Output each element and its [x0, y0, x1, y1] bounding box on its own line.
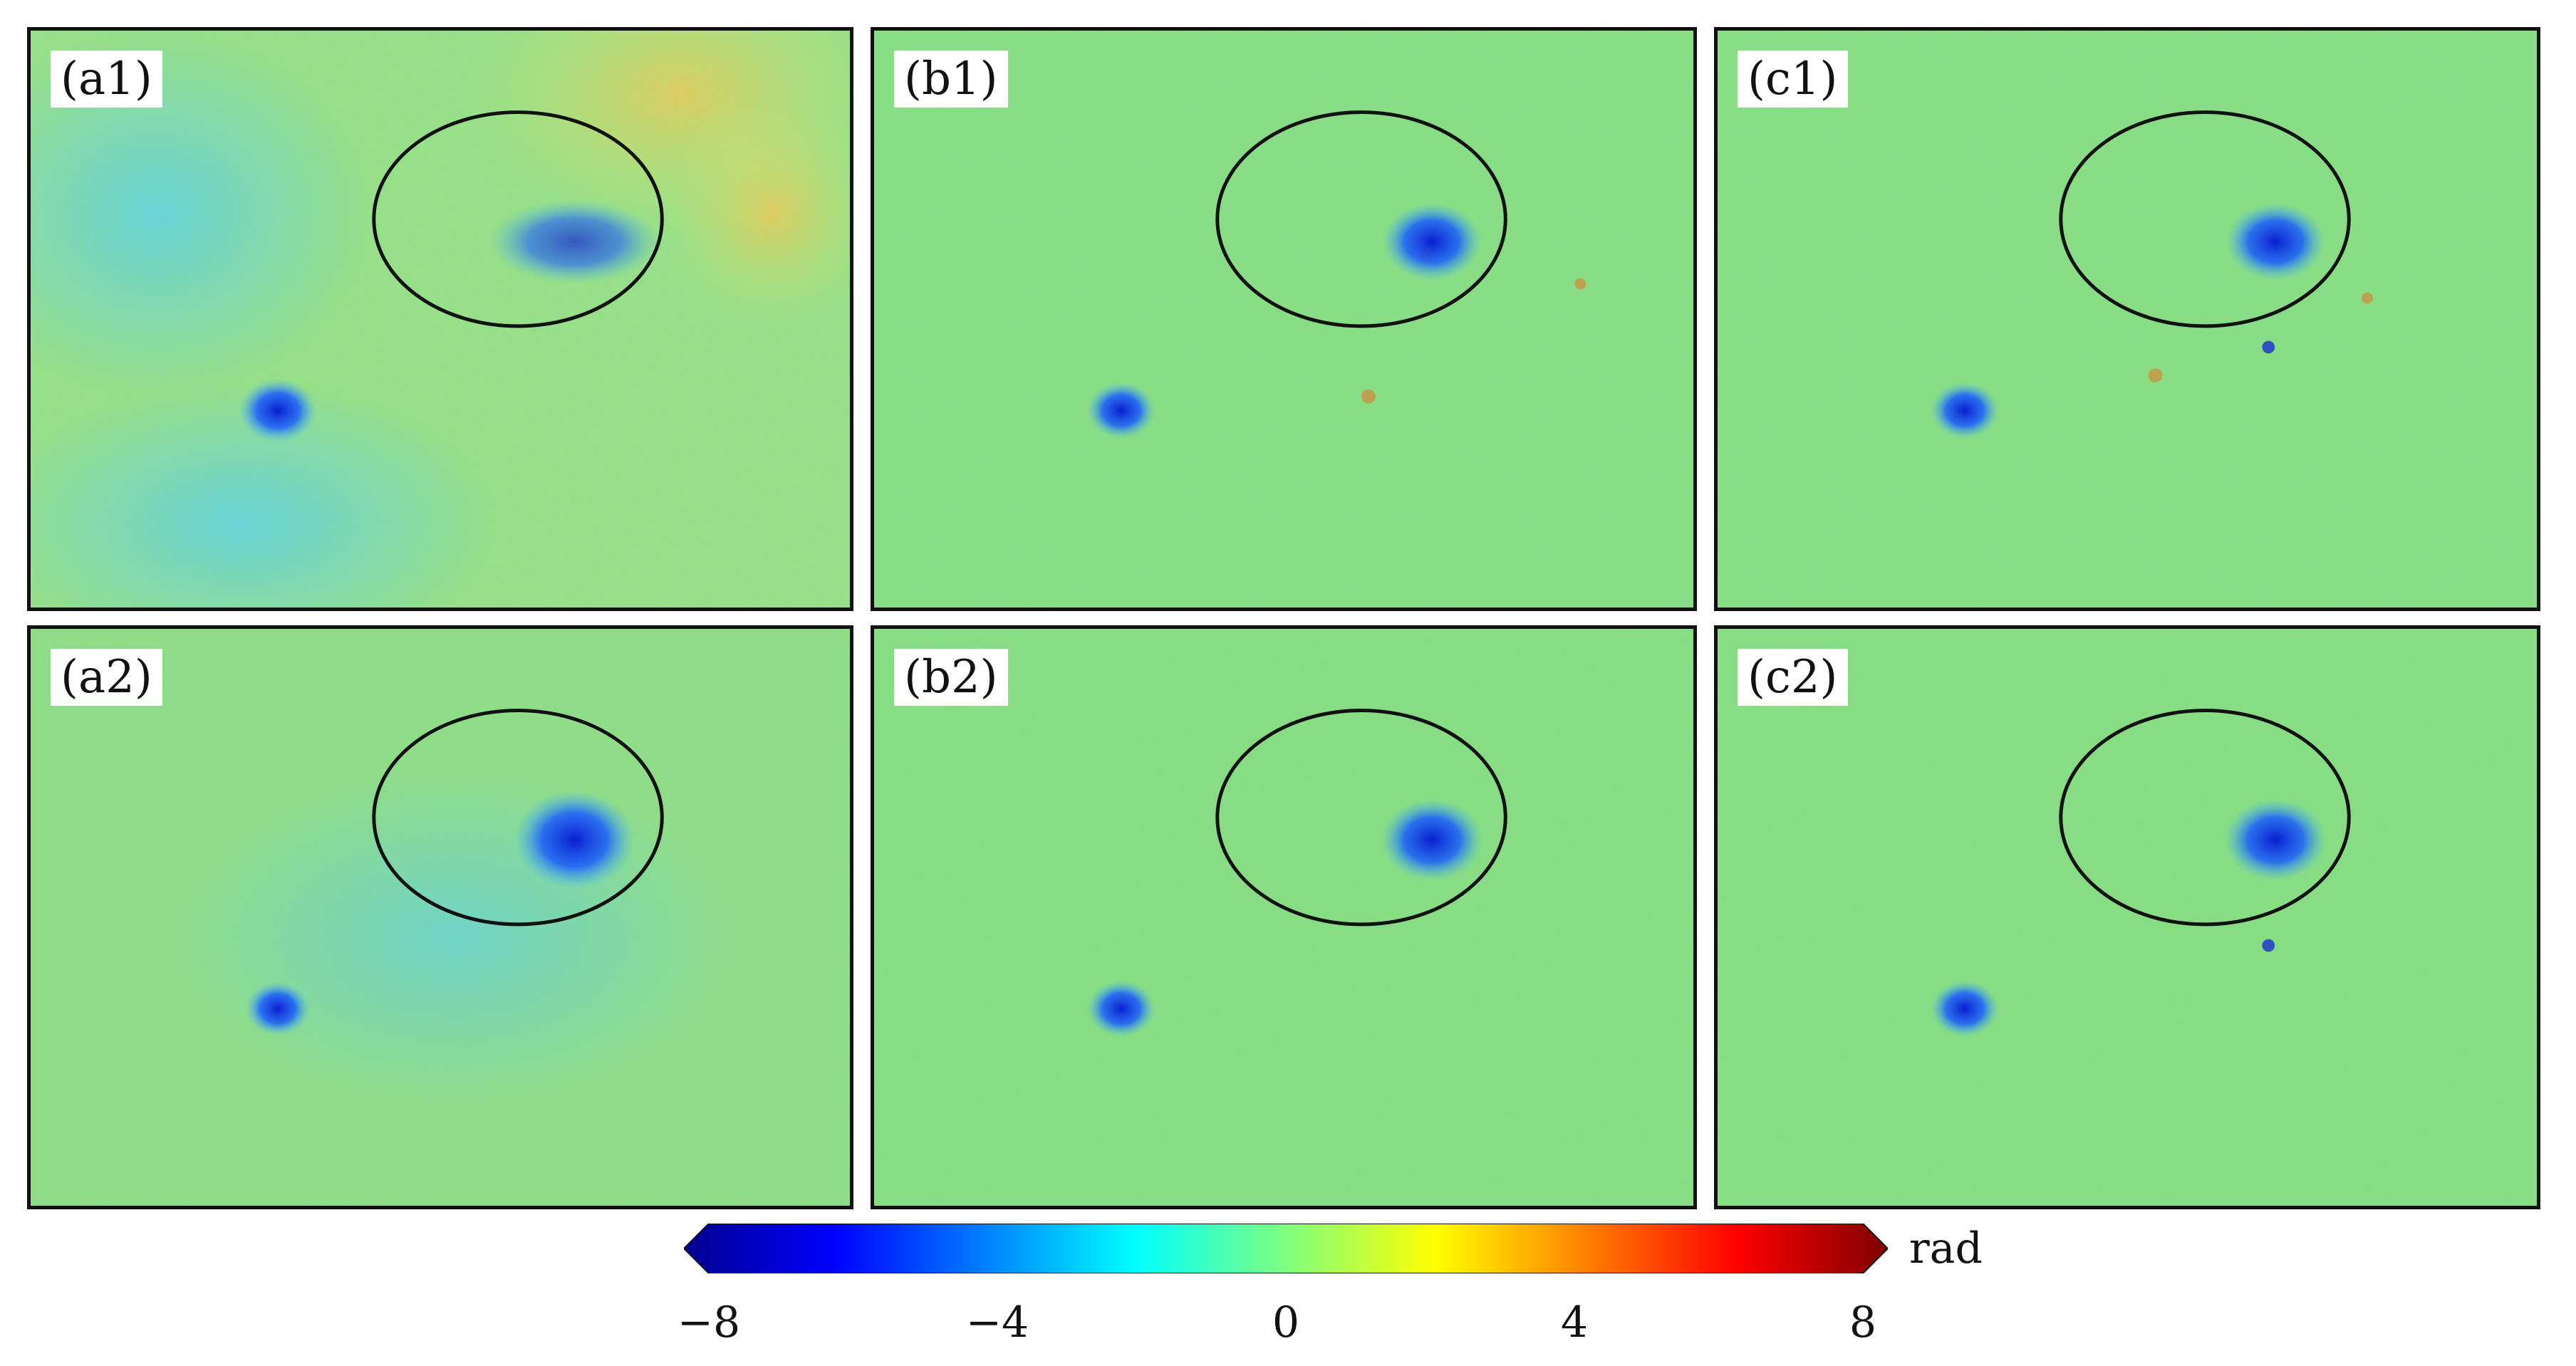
colorbar-tick: −8 — [677, 1298, 741, 1347]
phase-map-b2 — [874, 629, 1693, 1206]
highlight-ellipse — [372, 709, 664, 927]
colorbar — [684, 1224, 1888, 1273]
phase-map-a2 — [31, 629, 850, 1206]
panel-label: (a2) — [51, 649, 162, 706]
colorbar-unit-label: rad — [1909, 1224, 1983, 1273]
highlight-ellipse — [1215, 709, 1507, 927]
panel-label: (a1) — [51, 51, 162, 108]
colorbar-tick: 4 — [1560, 1298, 1589, 1347]
colorbar-gradient — [684, 1224, 1888, 1273]
colorbar-tick: 8 — [1849, 1298, 1877, 1347]
highlight-ellipse — [2059, 709, 2351, 927]
panel-c1: (c1) — [1714, 27, 2540, 611]
phase-map-c1 — [1718, 31, 2537, 608]
phase-map-a1 — [31, 31, 850, 608]
panel-label: (c2) — [1738, 649, 1848, 706]
panel-c2: (c2) — [1714, 625, 2540, 1209]
panel-label: (b1) — [894, 51, 1008, 108]
panel-a2: (a2) — [27, 625, 853, 1209]
highlight-ellipse — [372, 110, 664, 328]
panel-label: (c1) — [1738, 51, 1848, 108]
phase-map-c2 — [1718, 629, 2537, 1206]
panel-b2: (b2) — [871, 625, 1697, 1209]
panel-a1: (a1) — [27, 27, 853, 611]
highlight-ellipse — [1215, 110, 1507, 328]
phase-map-b1 — [874, 31, 1693, 608]
colorbar-tick: −4 — [965, 1298, 1029, 1347]
highlight-ellipse — [2059, 110, 2351, 328]
panel-b1: (b1) — [871, 27, 1697, 611]
panel-label: (b2) — [894, 649, 1008, 706]
colorbar-tick: 0 — [1272, 1298, 1300, 1347]
